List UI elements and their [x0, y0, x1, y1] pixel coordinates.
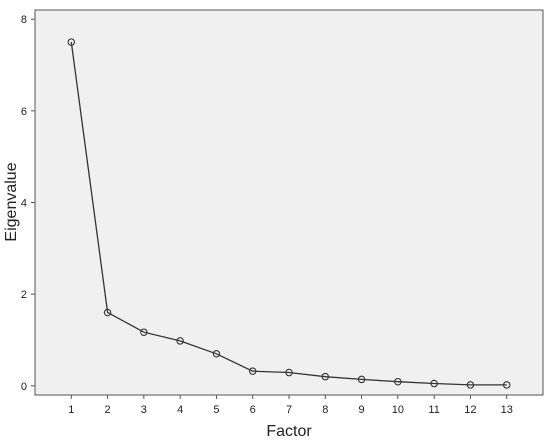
y-tick-label: 0 [21, 381, 27, 393]
series-line [70, 42, 507, 386]
data-point-marker [430, 379, 438, 388]
series-markers [67, 38, 511, 389]
data-point-marker [103, 308, 112, 317]
x-tick-label: 9 [359, 404, 365, 416]
y-axis-label: Eigenvalue [3, 162, 20, 241]
x-tick-label: 10 [392, 404, 404, 416]
data-point-marker [140, 328, 148, 336]
plot-area [34, 9, 544, 396]
data-point-marker [502, 381, 511, 389]
y-tick-label: 2 [21, 289, 27, 301]
data-point-marker [248, 367, 257, 375]
x-tick-label: 4 [177, 404, 183, 416]
x-tick-label: 12 [464, 404, 476, 416]
x-tick-label: 1 [68, 404, 74, 416]
x-tick-label: 6 [250, 404, 256, 416]
data-point-marker [321, 372, 330, 381]
data-point-marker [212, 349, 221, 358]
x-tick-label: 2 [105, 404, 111, 416]
x-axis-ticks: 1 2 3 4 5 6 7 8 9 10 11 12 13 [68, 395, 513, 416]
y-axis-ticks: 0 2 4 6 8 [21, 14, 35, 393]
data-point-marker [357, 375, 366, 384]
data-point-marker [285, 368, 293, 377]
x-tick-label: 8 [322, 404, 328, 416]
data-point-marker [394, 377, 402, 386]
y-tick-label: 8 [21, 14, 27, 26]
data-point-marker [466, 381, 475, 389]
x-axis-label: Factor [266, 423, 312, 440]
data-point-marker [67, 38, 76, 46]
y-tick-label: 6 [21, 106, 27, 118]
x-tick-label: 7 [286, 404, 292, 416]
x-tick-label: 3 [141, 404, 147, 416]
data-point-marker [176, 337, 184, 345]
x-tick-label: 5 [213, 404, 219, 416]
y-tick-label: 4 [21, 198, 27, 210]
x-tick-label: 13 [501, 404, 513, 416]
x-tick-label: 11 [428, 404, 439, 416]
